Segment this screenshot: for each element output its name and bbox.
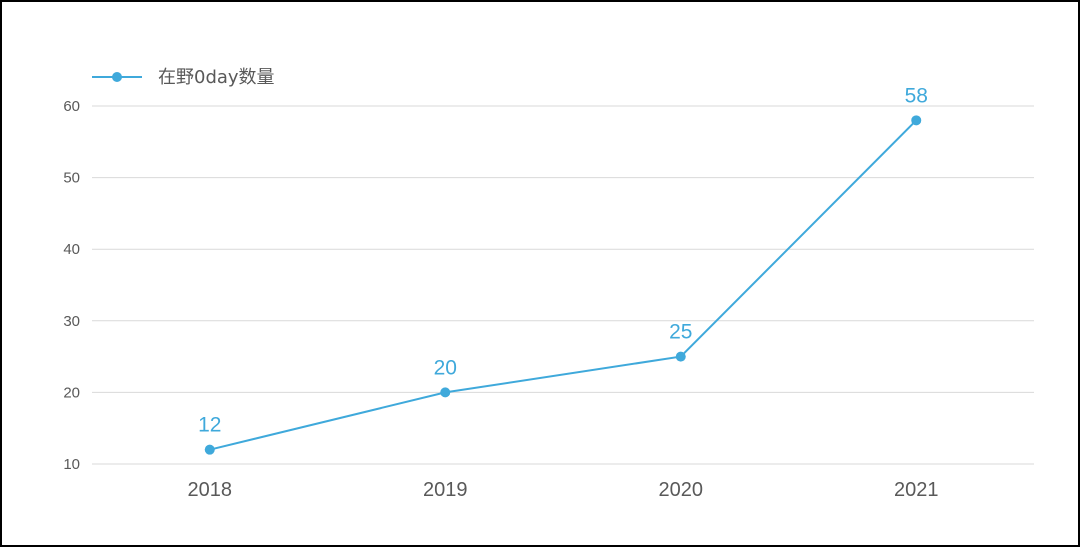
- y-tick-label: 10: [63, 456, 80, 473]
- data-points: [204, 115, 922, 455]
- x-axis-ticks: 2018 2019 2020 2021: [188, 479, 939, 501]
- y-axis-ticks: 10 20 30 40 50 60: [63, 98, 80, 473]
- data-label: 12: [198, 414, 221, 437]
- data-label: 25: [669, 321, 692, 344]
- legend-dot-marker: [112, 72, 122, 82]
- x-tick-label: 2021: [894, 479, 939, 501]
- y-tick-label: 40: [63, 241, 80, 258]
- legend: 在野0day数量: [92, 67, 275, 88]
- y-tick-label: 50: [63, 170, 80, 187]
- gridlines: [92, 105, 1034, 465]
- data-label: 20: [434, 356, 457, 379]
- x-tick-label: 2020: [659, 479, 704, 501]
- data-point: [911, 115, 922, 126]
- x-tick-label: 2019: [423, 479, 468, 501]
- x-tick-label: 2018: [188, 479, 233, 501]
- legend-label: 在野0day数量: [158, 67, 275, 88]
- data-label: 58: [905, 84, 928, 107]
- y-tick-label: 60: [63, 98, 80, 115]
- y-tick-label: 20: [63, 384, 80, 401]
- series-line: [209, 119, 917, 451]
- y-tick-label: 30: [63, 313, 80, 330]
- data-point: [675, 351, 686, 362]
- data-point: [440, 387, 451, 398]
- series-polyline: [209, 119, 917, 451]
- data-labels: 12 20 25 58: [198, 84, 928, 436]
- data-point: [204, 444, 215, 455]
